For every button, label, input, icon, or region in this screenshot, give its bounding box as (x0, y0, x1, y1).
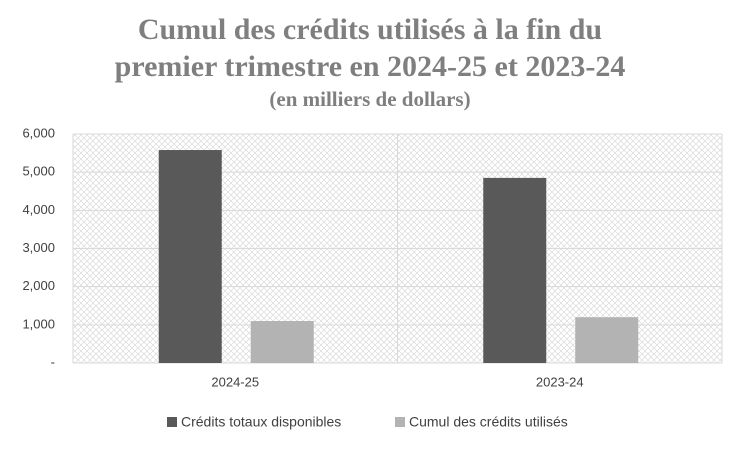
bar (483, 177, 547, 363)
legend-label: Cumul des crédits utilisés (409, 414, 568, 430)
legend-label: Crédits totaux disponibles (181, 414, 341, 430)
y-tick-label: 2,000 (22, 278, 55, 293)
bar (575, 317, 639, 363)
y-tick-label: 4,000 (22, 202, 55, 217)
y-tick-label: 3,000 (22, 240, 55, 255)
x-tick-label: 2023-24 (536, 374, 584, 389)
legend-swatch (395, 417, 405, 427)
y-tick-label: 6,000 (22, 125, 55, 140)
chart-title: Cumul des crédits utilisés à la fin du (138, 13, 602, 46)
bar (250, 321, 314, 363)
x-tick-label: 2024-25 (211, 374, 259, 389)
chart-subtitle: (en milliers de dollars) (269, 87, 470, 111)
y-tick-label: 1,000 (22, 316, 55, 331)
y-tick-label: - (51, 354, 55, 369)
chart-title: premier trimestre en 2024-25 et 2023-24 (115, 50, 626, 83)
y-tick-label: 5,000 (22, 164, 55, 179)
bar (158, 150, 222, 363)
legend-swatch (167, 417, 177, 427)
